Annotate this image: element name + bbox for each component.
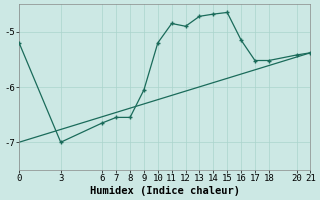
X-axis label: Humidex (Indice chaleur): Humidex (Indice chaleur): [90, 186, 240, 196]
